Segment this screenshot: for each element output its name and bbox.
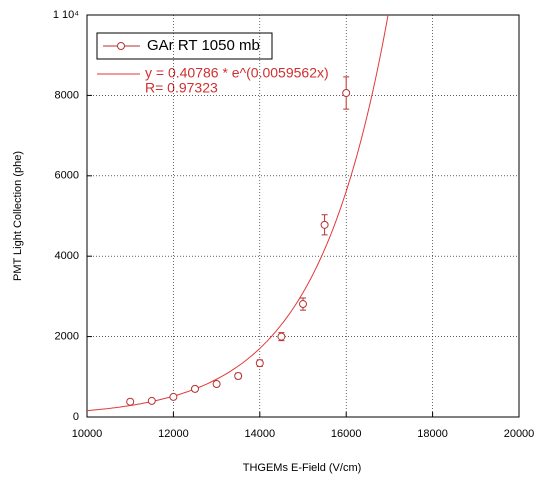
data-point	[234, 371, 243, 380]
x-tick-label: 20000	[504, 428, 535, 440]
x-tick-label: 12000	[158, 428, 189, 440]
legend-label: GAr RT 1050 mb	[147, 37, 260, 54]
x-axis-label: THGEMs E-Field (V/cm)	[243, 462, 362, 474]
data-point	[169, 392, 178, 401]
data-point	[147, 396, 156, 405]
data-point	[342, 88, 351, 97]
data-point	[255, 359, 264, 368]
y-tick-label: 6000	[55, 170, 79, 182]
legend-marker	[117, 42, 125, 50]
data-point	[212, 380, 221, 389]
x-tick-label: 10000	[72, 428, 103, 440]
data-point	[320, 220, 329, 229]
y-tick-label: 0	[73, 411, 79, 423]
data-point	[299, 300, 307, 309]
y-tick-label: 1 10⁴	[53, 9, 79, 21]
fit-r-label: R= 0.97323	[145, 80, 218, 96]
x-tick-label: 14000	[245, 428, 276, 440]
y-tick-label: 2000	[55, 331, 79, 343]
x-tick-label: 16000	[331, 428, 362, 440]
x-tick-label: 18000	[417, 428, 448, 440]
y-axis-label: PMT Light Collection (phe)	[12, 151, 24, 281]
y-tick-label: 4000	[55, 250, 79, 262]
data-point	[126, 397, 135, 406]
fit-curve	[87, 15, 389, 412]
data-point	[277, 332, 286, 341]
fit-label: y = 0.40786 * e^(0.0059562x)	[145, 65, 329, 81]
data-point	[191, 384, 199, 393]
y-tick-label: 8000	[55, 89, 79, 101]
